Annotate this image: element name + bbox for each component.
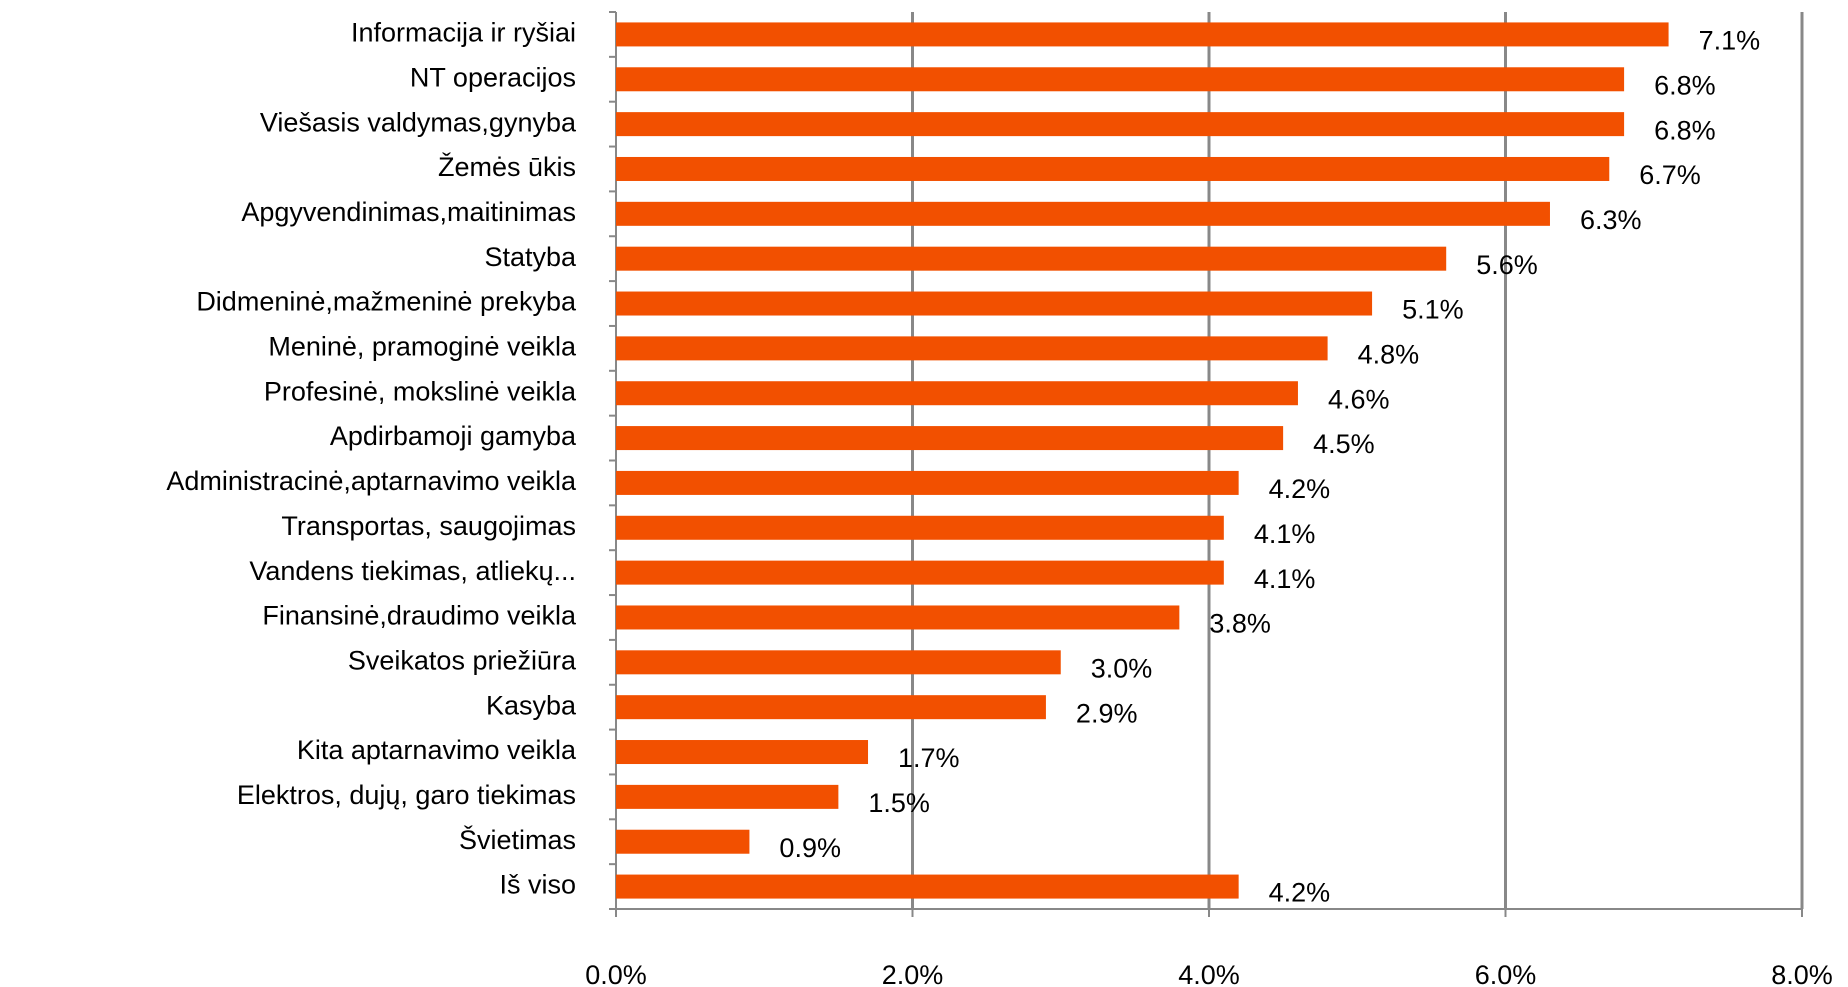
value-label: 7.1% (1699, 26, 1761, 56)
bar (616, 67, 1625, 92)
value-label: 4.2% (1269, 878, 1331, 908)
y-tick-label: Kasyba (486, 690, 577, 720)
y-tick-label: Švietimas (459, 824, 576, 855)
bar (616, 426, 1284, 451)
value-label: 6.3% (1580, 205, 1642, 235)
value-label: 4.2% (1269, 474, 1331, 504)
bar (616, 112, 1625, 137)
x-tick-label: 4.0% (1178, 960, 1240, 987)
bar (616, 381, 1298, 406)
bar (616, 201, 1550, 226)
bar (616, 784, 839, 809)
bar (616, 829, 750, 854)
x-tick-label: 8.0% (1771, 960, 1833, 987)
y-tick-label: Apgyvendinimas,maitinimas (241, 197, 576, 227)
x-tick-label: 0.0% (585, 960, 647, 987)
bar (616, 605, 1180, 630)
y-tick-label: Didmeninė,mažmeninė prekyba (196, 287, 577, 317)
y-tick-label: Viešasis valdymas,gynyba (260, 107, 577, 137)
bar (616, 740, 869, 765)
value-label: 6.8% (1654, 70, 1716, 100)
y-tick-label: NT operacijos (410, 62, 576, 92)
value-label: 3.8% (1209, 609, 1271, 639)
bar (616, 470, 1239, 495)
y-tick-label: Elektros, dujų, garo tiekimas (237, 780, 576, 810)
y-tick-label: Statyba (484, 242, 577, 272)
value-label: 1.7% (898, 743, 960, 773)
y-tick-label: Iš viso (499, 870, 576, 900)
value-label: 6.8% (1654, 115, 1716, 145)
y-tick-label: Transportas, saugojimas (281, 511, 576, 541)
y-tick-label: Sveikatos priežiūra (348, 645, 577, 675)
bar (616, 291, 1373, 316)
bar (616, 22, 1669, 47)
y-tick-label: Kita aptarnavimo veikla (297, 735, 577, 765)
x-tick-label: 2.0% (882, 960, 944, 987)
bar (616, 560, 1224, 585)
value-label: 4.5% (1313, 429, 1375, 459)
y-tick-label: Administracinė,aptarnavimo veikla (166, 466, 577, 496)
y-tick-label: Vandens tiekimas, atliekų... (249, 556, 576, 586)
value-label: 5.6% (1476, 250, 1538, 280)
x-tick-label: 6.0% (1475, 960, 1537, 987)
value-label: 2.9% (1076, 698, 1138, 728)
bar (616, 695, 1046, 720)
value-label: 5.1% (1402, 295, 1464, 325)
value-label: 0.9% (779, 833, 841, 863)
y-tick-label: Žemės ūkis (438, 151, 576, 182)
bar (616, 515, 1224, 540)
y-tick-label: Meninė, pramoginė veikla (268, 332, 577, 362)
y-tick-label: Informacija ir ryšiai (351, 18, 576, 48)
y-tick-label: Apdirbamoji gamyba (330, 421, 577, 451)
bar (616, 336, 1328, 361)
value-label: 1.5% (868, 788, 930, 818)
bar (616, 874, 1239, 899)
value-label: 4.1% (1254, 519, 1316, 549)
value-label: 3.0% (1091, 653, 1153, 683)
y-tick-label: Finansinė,draudimo veikla (262, 601, 577, 631)
value-label: 4.6% (1328, 384, 1390, 414)
bar (616, 246, 1447, 271)
value-label: 4.1% (1254, 564, 1316, 594)
value-label: 4.8% (1358, 340, 1420, 370)
bar (616, 650, 1061, 675)
y-tick-label: Profesinė, mokslinė veikla (264, 376, 577, 406)
bar (616, 156, 1610, 181)
value-label: 6.7% (1639, 160, 1701, 190)
